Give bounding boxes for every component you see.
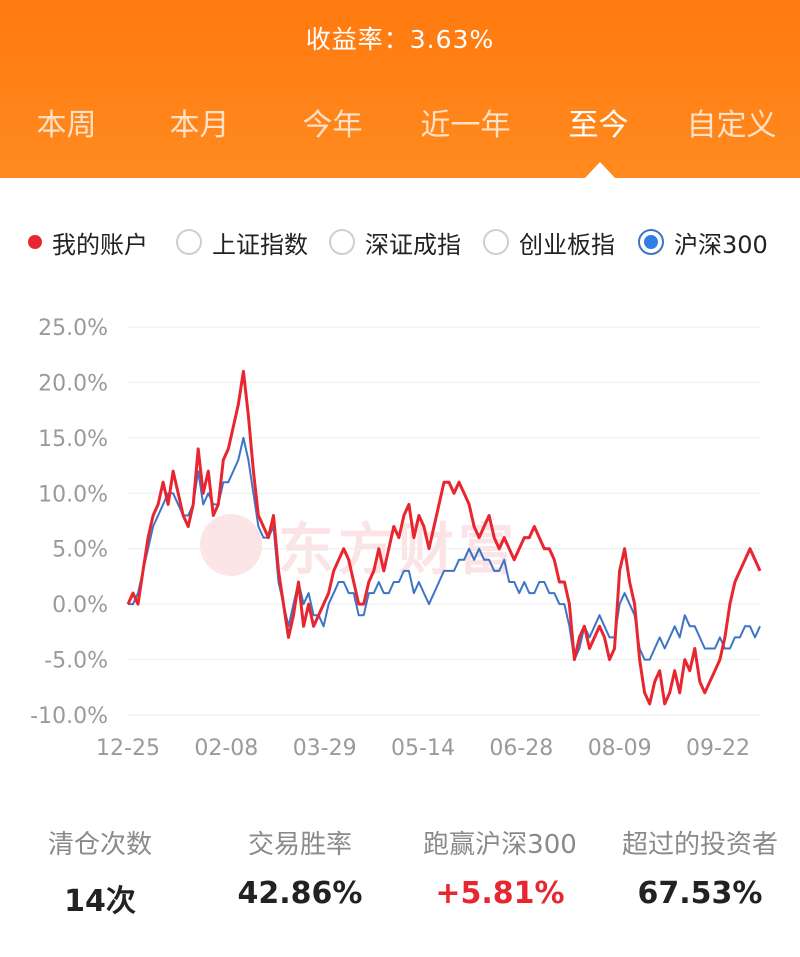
legend-item-my-account[interactable]: 我的账户 <box>28 222 148 262</box>
y-tick-label: 20.0% <box>38 371 108 396</box>
x-tick-label: 09-22 <box>686 736 750 761</box>
y-tick-label: 0.0% <box>52 593 108 618</box>
legend-label: 上证指数 <box>212 230 308 259</box>
radio-off-icon[interactable] <box>176 229 202 255</box>
y-tick-label: 10.0% <box>38 482 108 507</box>
stat-beat-investors: 超过的投资者 67.53% <box>600 820 800 911</box>
legend-label: 沪深300 <box>674 230 768 259</box>
stat-beat-csi300: 跑赢沪深300 +5.81% <box>400 820 600 911</box>
stats-row: 清仓次数 14次 交易胜率 42.86% 跑赢沪深300 +5.81% 超过的投… <box>0 820 800 930</box>
stat-label: 超过的投资者 <box>621 830 778 860</box>
tab-last-year[interactable]: 近一年 <box>420 108 511 143</box>
series-line-my-account <box>126 369 762 706</box>
legend-item-chinext-index[interactable]: 创业板指 <box>483 222 615 262</box>
return-chart-svg: 25.0% 20.0% 15.0% 10.0% 5.0% 0.0% -5.0% -10.0% 1… <box>30 316 762 761</box>
series-line-csi300 <box>128 436 761 661</box>
chart-legend: 我的账户 上证指数 深证成指 创业板指 沪深300 <box>0 222 800 262</box>
stat-clearance-count: 清仓次数 14次 <box>0 820 200 920</box>
stat-value: +5.81% <box>435 876 565 911</box>
header-bar: 收益率：3.63% 本周 本月 今年 近一年 至今 自定义 <box>0 0 800 178</box>
stat-value: 42.86% <box>237 876 363 911</box>
legend-label: 深证成指 <box>365 230 461 259</box>
x-tick-label: 12-25 <box>96 736 160 761</box>
period-tabs: 本周 本月 今年 近一年 至今 自定义 <box>0 100 800 152</box>
radio-off-icon[interactable] <box>329 229 355 255</box>
active-tab-pointer <box>585 162 615 178</box>
x-tick-label: 06-28 <box>489 736 553 761</box>
tab-this-week[interactable]: 本周 <box>36 108 97 143</box>
tab-custom[interactable]: 自定义 <box>686 108 777 143</box>
stat-label: 交易胜率 <box>247 830 352 860</box>
stat-label: 跑赢沪深300 <box>423 830 577 860</box>
stat-value: 67.53% <box>637 876 763 911</box>
x-tick-label: 08-09 <box>588 736 652 761</box>
y-tick-label: -10.0% <box>30 704 108 729</box>
radio-off-icon[interactable] <box>483 229 509 255</box>
tab-to-date[interactable]: 至今 <box>568 108 629 143</box>
return-rate-text: 收益率：3.63% <box>305 25 495 54</box>
y-tick-label: 5.0% <box>52 538 108 563</box>
tab-this-year[interactable]: 今年 <box>302 108 363 143</box>
x-tick-label: 03-29 <box>293 736 357 761</box>
y-tick-label: 15.0% <box>38 427 108 452</box>
stat-value: 14次 <box>64 884 136 919</box>
red-dot-icon <box>28 235 42 249</box>
x-tick-label: 05-14 <box>391 736 455 761</box>
legend-item-shenzhen-index[interactable]: 深证成指 <box>329 222 461 262</box>
tab-this-month[interactable]: 本月 <box>169 108 230 143</box>
y-tick-label: 25.0% <box>38 316 108 341</box>
radio-on-icon[interactable] <box>638 229 664 255</box>
legend-item-csi300[interactable]: 沪深300 <box>638 222 768 262</box>
stat-label: 清仓次数 <box>47 830 152 860</box>
y-tick-label: -5.0% <box>44 649 108 674</box>
x-tick-label: 02-08 <box>194 736 258 761</box>
stat-win-rate: 交易胜率 42.86% <box>200 820 400 911</box>
legend-label: 创业板指 <box>519 230 615 259</box>
legend-label: 我的账户 <box>52 230 148 259</box>
return-chart: 25.0% 20.0% 15.0% 10.0% 5.0% 0.0% -5.0% -10.0% 1… <box>0 300 800 770</box>
legend-item-shanghai-index[interactable]: 上证指数 <box>176 222 308 262</box>
